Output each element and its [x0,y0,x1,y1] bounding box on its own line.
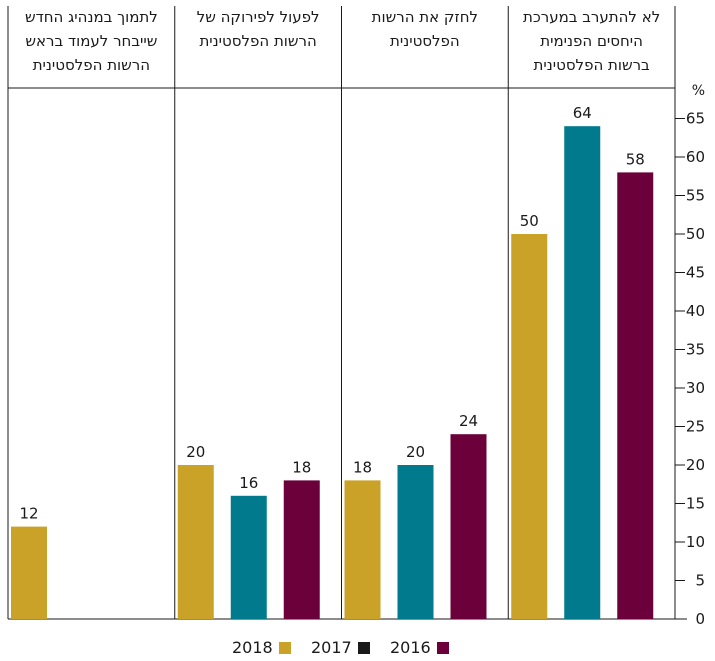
y-tick-label: 30 [686,379,705,397]
y-tick-label: 10 [686,533,705,551]
y-tick-label: 60 [686,148,705,166]
category-label: הפלסטינית [390,32,460,50]
legend-item-2016: 2016 [390,637,449,659]
value-label: 12 [19,505,38,523]
value-label: 16 [239,474,258,492]
value-label: 20 [186,443,205,461]
bar-2018 [344,480,381,619]
y-tick-label: 20 [686,456,705,474]
category-label: לתמוך במנהיג החדש [25,8,158,26]
y-tick-label: 5 [695,572,705,590]
bar-2016 [617,172,654,619]
y-tick-label: 40 [686,302,705,320]
y-tick-label: 0 [695,610,705,628]
legend-item-2017: 2017 [311,637,370,659]
legend-label-2016: 2016 [390,638,431,657]
legend-swatch-2018 [278,642,291,654]
category-label: לפעול לפירוקה של [197,8,320,26]
legend-label-2018: 2018 [232,638,273,657]
legend-swatch-2017 [357,642,370,654]
category-label: הרשות הפלסטינית [199,32,316,50]
bar-2017 [397,465,434,619]
bar-2018 [177,465,214,619]
y-tick-label: 50 [686,225,705,243]
bar-2016 [450,434,487,619]
value-label: 64 [573,104,592,122]
value-label: 20 [406,443,425,461]
value-label: 58 [626,150,645,168]
y-tick-label: 15 [686,495,705,513]
bar-2017 [564,126,601,619]
y-tick-label: 45 [686,264,705,282]
legend-swatch-2016 [436,642,449,654]
bar-2016 [283,480,320,619]
legend-item-2018: 2018 [232,637,291,659]
y-unit-label: % [692,83,705,99]
value-label: 18 [353,458,372,476]
bar-2018 [11,526,47,619]
category-label: הרשות הפלסטינית [33,56,150,74]
y-tick-label: 55 [686,187,705,205]
value-label: 50 [520,212,539,230]
legend-label-2017: 2017 [311,638,352,657]
category-label: לחזק את הרשות [372,8,478,26]
value-label: 18 [292,458,311,476]
bar-2018 [511,234,548,619]
y-tick-label: 65 [686,110,705,128]
category-label: היחסים הפנימית [540,32,643,50]
category-label: לא להתערב במערכת [523,8,660,26]
y-tick-label: 35 [686,341,705,359]
y-tick-label: 25 [686,418,705,436]
legend: 2018 2017 2016 [0,637,715,659]
value-label: 24 [459,412,478,430]
category-label: ברשות הפלסטינית [534,56,651,74]
bar-2017 [230,495,267,619]
category-label: שייבחר לעמוד בראש [25,32,157,50]
